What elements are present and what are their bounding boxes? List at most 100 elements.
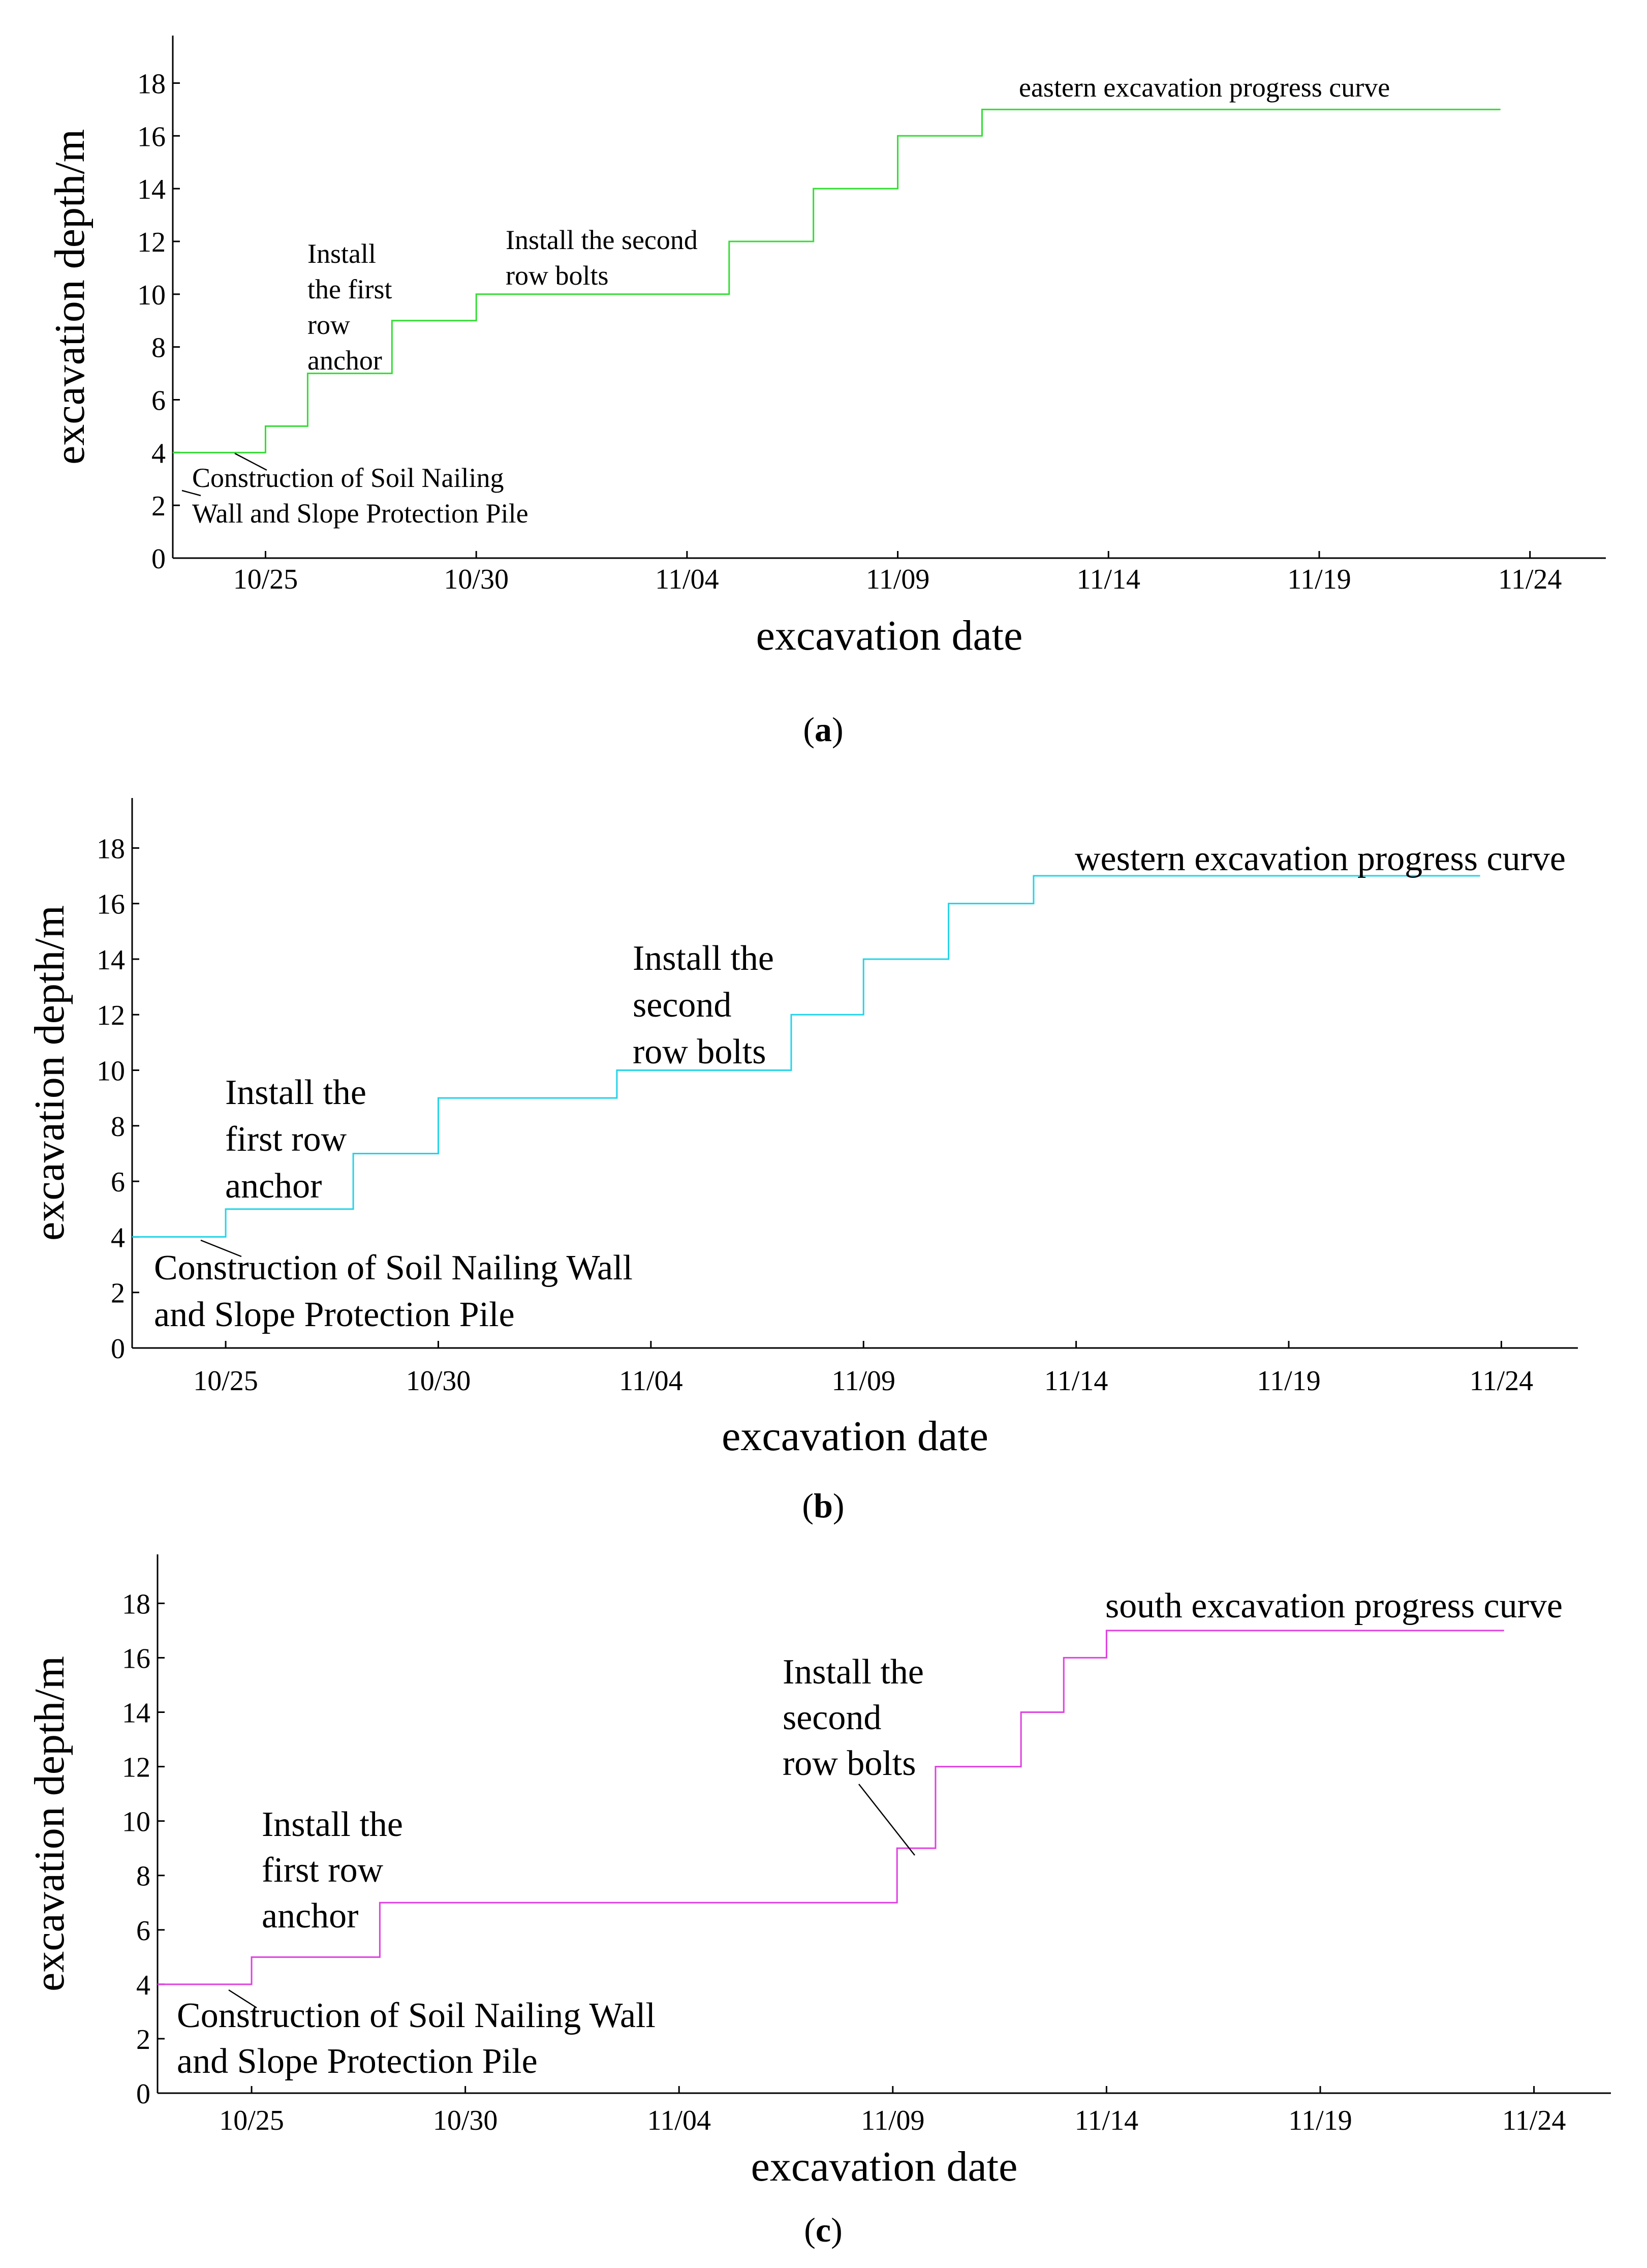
y-tick-label: 4 (111, 1222, 125, 1253)
annotation-line: Construction of Soil Nailing Wall (177, 1996, 656, 2035)
panel-label-letter: b (814, 1486, 833, 1525)
panel-label-open: ( (804, 2211, 816, 2249)
x-axis-title: excavation date (722, 1413, 988, 1460)
annotation-line: south excavation progress curve (1105, 1586, 1563, 1626)
y-tick-label: 8 (136, 1861, 150, 1892)
annotation-line: row bolts (783, 1744, 916, 1783)
y-tick-label: 6 (111, 1167, 125, 1198)
annotation-second-row: Install the second row bolts (506, 225, 698, 291)
x-tick-label: 11/19 (1257, 1365, 1320, 1397)
y-tick-label: 0 (136, 2078, 150, 2110)
y-tick-label: 10 (122, 1806, 150, 1838)
y-tick-label: 12 (97, 1000, 125, 1031)
panel-label-close: ) (832, 710, 844, 749)
x-tick-label: 10/30 (444, 564, 509, 595)
annotation-curve: eastern excavation progress curve (1019, 72, 1390, 103)
panel-label: (a) (803, 710, 843, 749)
y-tick-label: 2 (151, 491, 166, 522)
annotation-leader (234, 452, 267, 471)
chart-panel-c: 0 2 4 6 8 10 12 14 16 18 10/25 10/30 11/04 11/09 11/14… (26, 1554, 1611, 2190)
series-line-c (158, 1630, 1504, 1985)
annotation-construction: Construction of Soil Nailing Wall and Slo… (177, 1996, 656, 2081)
y-axis-title: excavation depth/m (26, 905, 73, 1241)
annotation-line: eastern excavation progress curve (1019, 72, 1390, 103)
x-tick-label: 10/30 (406, 1365, 471, 1397)
x-tick-label: 11/09 (866, 564, 929, 595)
y-axis-title: excavation depth/m (26, 1656, 73, 1991)
annotation-curve: south excavation progress curve (1105, 1586, 1563, 1626)
annotation-line: and Slope Protection Pile (177, 2042, 538, 2081)
annotation-line: Wall and Slope Protection Pile (192, 498, 529, 529)
y-tick-label: 18 (97, 833, 125, 865)
annotation-line: first row (262, 1851, 384, 1890)
annotation-line: and Slope Protection Pile (154, 1295, 515, 1334)
x-tick-label: 11/04 (647, 2105, 710, 2136)
annotation-line: Construction of Soil Nailing Wall (154, 1248, 633, 1288)
y-tick-label: 10 (97, 1056, 125, 1087)
annotation-curve: western excavation progress curve (1075, 839, 1566, 878)
x-axis-title: excavation date (756, 612, 1023, 659)
annotation-line: Install the (633, 939, 774, 978)
y-tick-label: 16 (137, 121, 166, 152)
x-tick-label: 11/24 (1502, 2105, 1566, 2136)
y-tick-label: 12 (137, 227, 166, 258)
series-line-b (132, 875, 1480, 1238)
y-tick-label: 0 (111, 1333, 125, 1365)
panel-label-open: ( (803, 710, 815, 749)
y-tick-label: 12 (122, 1752, 150, 1784)
annotation-line: Install the (262, 1805, 403, 1844)
x-tick-label: 11/14 (1077, 564, 1140, 595)
annotation-line: Install the second (506, 225, 698, 255)
x-tick-label: 11/24 (1498, 564, 1562, 595)
y-tick-label: 2 (111, 1278, 125, 1309)
annotation-line: first row (225, 1120, 347, 1159)
panel-label-letter: a (815, 710, 832, 749)
annotation-leader (858, 1784, 915, 1856)
annotation-first-row: Install the first row anchor (307, 238, 392, 376)
x-tick-label: 10/25 (233, 564, 298, 595)
y-tick-label: 10 (137, 280, 166, 311)
x-tick-label: 11/04 (655, 564, 719, 595)
annotation-line: Install the (783, 1652, 924, 1692)
annotation-line: row bolts (506, 260, 609, 291)
x-tick-label: 10/30 (433, 2105, 498, 2136)
y-tick-label: 16 (97, 889, 125, 921)
annotation-first-row: Install the first row anchor (225, 1073, 366, 1206)
x-tick-label: 11/09 (861, 2105, 924, 2136)
annotation-line: Construction of Soil Nailing (192, 463, 504, 493)
y-tick-label: 8 (151, 332, 166, 364)
y-tick-label: 6 (151, 385, 166, 416)
annotation-line: Install (307, 238, 376, 269)
x-tick-label: 11/14 (1044, 1365, 1108, 1397)
annotation-leader (200, 1239, 242, 1258)
y-tick-label: 14 (122, 1698, 150, 1729)
annotation-line: second (783, 1698, 881, 1737)
annotation-line: second (633, 986, 731, 1025)
annotation-construction: Construction of Soil Nailing Wall and Slo… (192, 463, 529, 529)
panel-label-letter: c (816, 2211, 831, 2249)
y-tick-label: 14 (97, 944, 125, 976)
annotation-leader (228, 1989, 257, 2009)
annotation-second-row: Install the second row bolts (633, 939, 774, 1071)
x-tick-label: 11/19 (1288, 2105, 1352, 2136)
panel-label-open: ( (802, 1486, 814, 1525)
y-tick-label: 4 (151, 438, 166, 469)
x-tick-label: 10/25 (219, 2105, 284, 2136)
x-tick-label: 10/25 (193, 1365, 258, 1397)
y-tick-label: 6 (136, 1915, 150, 1947)
annotation-line: anchor (225, 1167, 322, 1206)
annotation-leader (181, 489, 201, 497)
x-tick-label: 11/09 (831, 1365, 895, 1397)
chart-panel-b: 0 2 4 6 8 10 12 14 16 18 10/25 10/30 11/04 11/09 11/14… (26, 798, 1578, 1460)
annotation-first-row: Install the first row anchor (262, 1805, 403, 1936)
y-tick-label: 18 (122, 1588, 150, 1620)
y-tick-label: 2 (136, 2024, 150, 2056)
y-tick-label: 18 (137, 68, 166, 100)
y-tick-label: 4 (136, 1970, 150, 2001)
y-tick-label: 0 (151, 543, 166, 575)
annotation-line: row bolts (633, 1032, 766, 1071)
annotation-line: row (307, 310, 350, 340)
annotation-second-row: Install the second row bolts (783, 1652, 924, 1783)
